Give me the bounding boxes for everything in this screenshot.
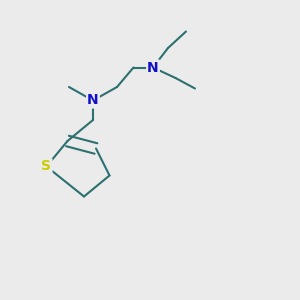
Text: N: N: [147, 61, 159, 74]
Text: S: S: [41, 160, 52, 173]
Text: N: N: [87, 94, 99, 107]
